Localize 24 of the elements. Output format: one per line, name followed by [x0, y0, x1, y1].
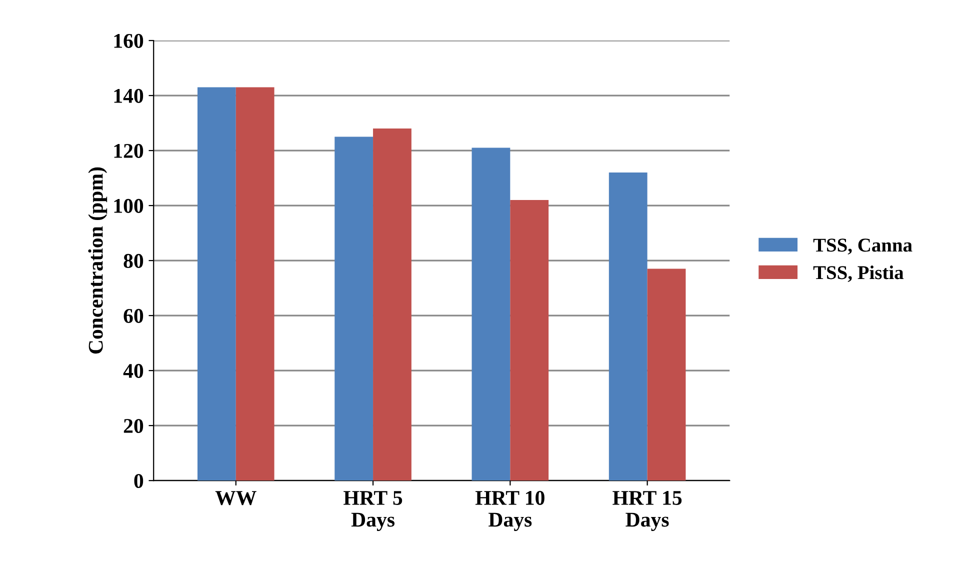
bar — [472, 148, 510, 481]
bar — [236, 87, 274, 481]
y-tick-label: 20 — [124, 418, 144, 433]
bar — [608, 172, 648, 481]
x-tick-label: HRT 5 Days — [344, 491, 402, 532]
bar — [334, 136, 374, 481]
bar — [197, 87, 236, 481]
y-tick-label: 160 — [114, 34, 144, 48]
y-axis-title: Concentration (ppm) — [88, 167, 108, 354]
bar — [373, 128, 412, 481]
y-tick-label: 100 — [114, 198, 144, 213]
bar — [510, 200, 549, 481]
y-tick-label: 0 — [134, 474, 144, 488]
y-tick-label: 60 — [124, 308, 144, 323]
x-tick-label: WW — [215, 491, 256, 506]
y-tick-label: 80 — [124, 254, 144, 268]
y-tick-label: 40 — [123, 364, 144, 378]
y-tick-label: 140 — [114, 88, 144, 103]
x-tick-label: HRT 10 Days — [475, 490, 544, 532]
y-tick-label: 120 — [114, 144, 144, 158]
bar — [647, 268, 686, 481]
legend-label: TSS, Canna — [813, 238, 912, 255]
legend-label: TSS, Pistia — [813, 266, 904, 282]
x-tick-label: HRT 15 Days — [612, 490, 682, 532]
